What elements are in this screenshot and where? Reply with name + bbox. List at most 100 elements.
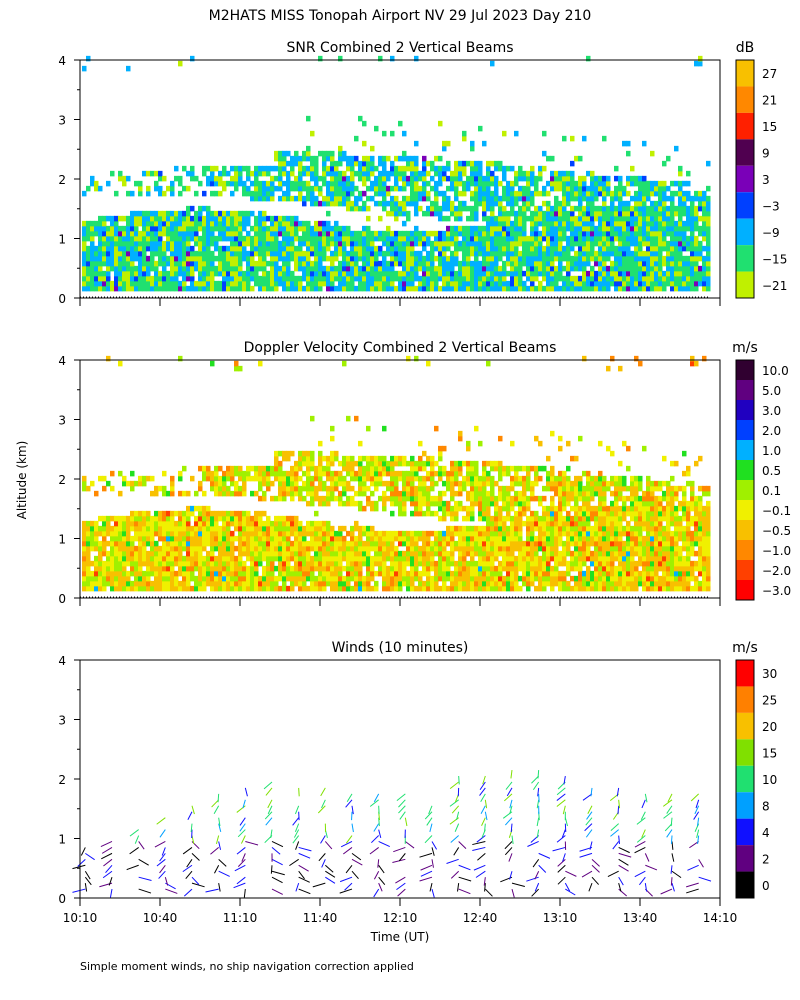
field-cell <box>550 260 555 267</box>
field-cell <box>246 235 251 242</box>
field-cell <box>282 550 287 557</box>
field-cell <box>262 170 267 177</box>
field-cell <box>630 265 635 272</box>
field-cell <box>366 530 371 537</box>
field-cell <box>258 560 263 567</box>
field-cell <box>158 170 163 177</box>
field-cell <box>238 180 243 187</box>
field-cell <box>254 265 259 272</box>
field-cell <box>342 490 347 497</box>
field-cell <box>490 215 495 222</box>
colorbar-label: 27 <box>762 67 777 81</box>
field-cell <box>618 255 623 262</box>
field-cell <box>374 470 379 477</box>
field-cell <box>366 455 371 462</box>
field-cell <box>542 255 547 262</box>
field-cell <box>598 250 603 257</box>
field-cell <box>546 230 551 237</box>
field-cell <box>194 515 199 522</box>
field-cell <box>230 175 235 182</box>
field-cell <box>242 245 247 252</box>
field-cell <box>446 175 451 182</box>
field-cell <box>438 230 443 237</box>
field-cell <box>474 270 479 277</box>
field-cell <box>234 230 239 237</box>
field-cell <box>102 485 107 492</box>
field-cell <box>190 505 195 512</box>
field-cell <box>458 280 463 287</box>
field-cell <box>678 260 683 267</box>
field-cell <box>414 275 419 282</box>
field-cell <box>290 520 295 527</box>
field-cell <box>398 510 403 517</box>
field-cell <box>642 200 647 207</box>
field-cell <box>458 225 463 232</box>
field-cell <box>110 530 115 537</box>
field-cell <box>558 265 563 272</box>
field-cell <box>322 470 327 477</box>
field-cell <box>542 220 547 227</box>
field-cell <box>210 260 215 267</box>
field-cell <box>166 525 171 532</box>
field-cell <box>382 565 387 572</box>
field-cell <box>382 185 387 192</box>
field-cell <box>442 280 447 287</box>
field-cell <box>430 545 435 552</box>
field-cell <box>354 265 359 272</box>
field-cell <box>242 190 247 197</box>
field-cell <box>218 245 223 252</box>
field-cell <box>282 235 287 242</box>
field-cell <box>502 170 507 177</box>
field-cell <box>266 270 271 277</box>
field-cell <box>630 215 635 222</box>
field-cell <box>490 225 495 232</box>
field-cell <box>442 265 447 272</box>
field-cell <box>218 560 223 567</box>
field-cell <box>150 530 155 537</box>
field-cell <box>142 480 147 487</box>
field-cell <box>222 550 227 557</box>
field-cell <box>202 230 207 237</box>
field-cell <box>470 165 475 172</box>
field-cell <box>230 550 235 557</box>
field-cell <box>146 215 151 222</box>
field-cell <box>626 175 631 182</box>
field-cell <box>178 565 183 572</box>
field-cell <box>518 240 523 247</box>
field-cell <box>218 270 223 277</box>
field-cell <box>334 275 339 282</box>
field-cell <box>666 220 671 227</box>
field-cell <box>242 250 247 257</box>
field-cell <box>434 255 439 262</box>
field-cell <box>402 180 407 187</box>
field-cell <box>410 570 415 577</box>
field-cell <box>370 265 375 272</box>
field-cell <box>290 485 295 492</box>
field-cell <box>394 555 399 562</box>
field-cell <box>674 265 679 272</box>
field-cell <box>542 265 547 272</box>
field-cell <box>382 460 387 467</box>
field-cell <box>526 215 531 222</box>
field-cell <box>686 270 691 277</box>
field-cell <box>354 250 359 257</box>
field-cell <box>266 575 271 582</box>
field-cell <box>298 560 303 567</box>
field-cell <box>566 260 571 267</box>
field-cell <box>122 250 127 257</box>
field-cell <box>198 235 203 242</box>
field-cell <box>634 225 639 232</box>
field-cell <box>434 285 439 292</box>
field-cell <box>438 540 443 547</box>
field-cell <box>566 265 571 272</box>
field-cell <box>178 355 183 362</box>
field-cell <box>438 500 443 507</box>
field-cell <box>206 220 211 227</box>
field-cell <box>238 490 243 497</box>
field-cell <box>418 465 423 472</box>
field-cell <box>290 170 295 177</box>
field-cell <box>694 245 699 252</box>
field-cell <box>354 260 359 267</box>
field-cell <box>394 485 399 492</box>
field-cell <box>186 550 191 557</box>
